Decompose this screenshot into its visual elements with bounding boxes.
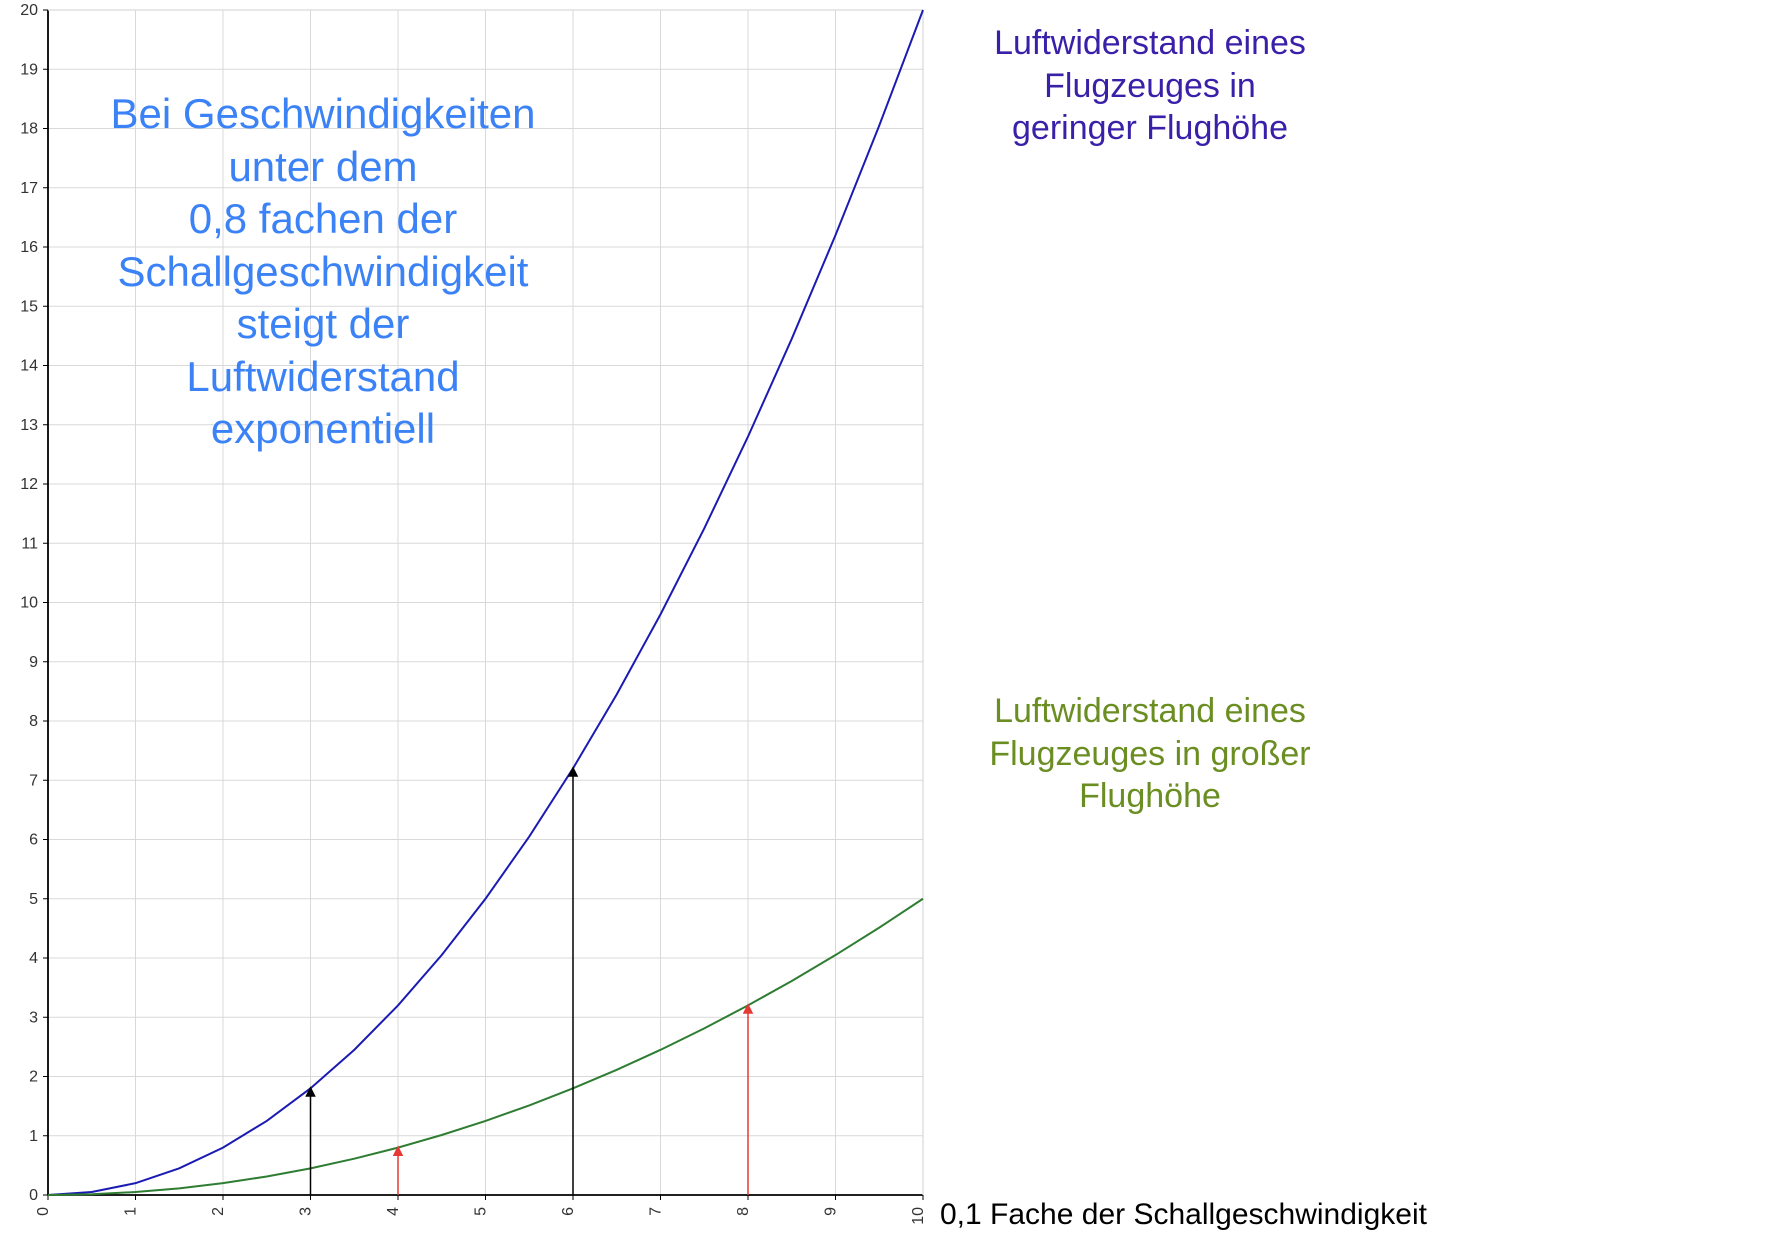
xaxis-label: 0,1 Fache der Schallgeschwindigkeit xyxy=(940,1198,1427,1232)
annotation-main: Bei Geschwindigkeitenunter dem0,8 fachen… xyxy=(68,88,578,456)
ytick-label: 12 xyxy=(20,476,38,493)
xtick-label: 0 xyxy=(35,1207,52,1216)
xtick-label: 3 xyxy=(298,1207,315,1216)
ytick-label: 16 xyxy=(20,239,38,256)
ytick-label: 4 xyxy=(29,950,38,967)
ytick-label: 7 xyxy=(29,772,38,789)
ytick-label: 13 xyxy=(20,417,38,434)
xtick-label: 1 xyxy=(123,1207,140,1216)
xtick-label: 9 xyxy=(823,1207,840,1216)
ytick-label: 0 xyxy=(29,1187,38,1204)
ytick-label: 8 xyxy=(29,713,38,730)
ytick-label: 19 xyxy=(20,61,38,78)
xtick-label: 5 xyxy=(473,1207,490,1216)
xtick-label: 7 xyxy=(648,1207,665,1216)
ytick-label: 1 xyxy=(29,1128,38,1145)
ytick-label: 14 xyxy=(20,358,38,375)
xtick-label: 8 xyxy=(735,1207,752,1216)
ytick-label: 20 xyxy=(20,2,38,19)
ytick-label: 11 xyxy=(21,535,38,552)
ytick-label: 15 xyxy=(20,298,38,315)
ytick-label: 9 xyxy=(29,654,38,671)
ytick-label: 6 xyxy=(29,832,38,849)
ytick-label: 17 xyxy=(20,180,38,197)
legend-high-altitude: Luftwiderstand einesFlugzeuges in großer… xyxy=(935,690,1365,818)
xtick-label: 4 xyxy=(385,1207,402,1216)
ytick-label: 2 xyxy=(29,1069,38,1086)
ytick-label: 10 xyxy=(20,595,38,612)
xtick-label: 6 xyxy=(560,1207,577,1216)
legend-low-altitude: Luftwiderstand einesFlugzeuges ingeringe… xyxy=(935,22,1365,150)
ytick-label: 5 xyxy=(29,891,38,908)
ytick-label: 18 xyxy=(20,121,38,138)
chart-container: 0123456789101112131415161718192001234567… xyxy=(0,0,1783,1245)
ytick-label: 3 xyxy=(29,1009,38,1026)
xtick-label: 2 xyxy=(210,1207,227,1216)
xtick-label: 10 xyxy=(910,1207,927,1225)
